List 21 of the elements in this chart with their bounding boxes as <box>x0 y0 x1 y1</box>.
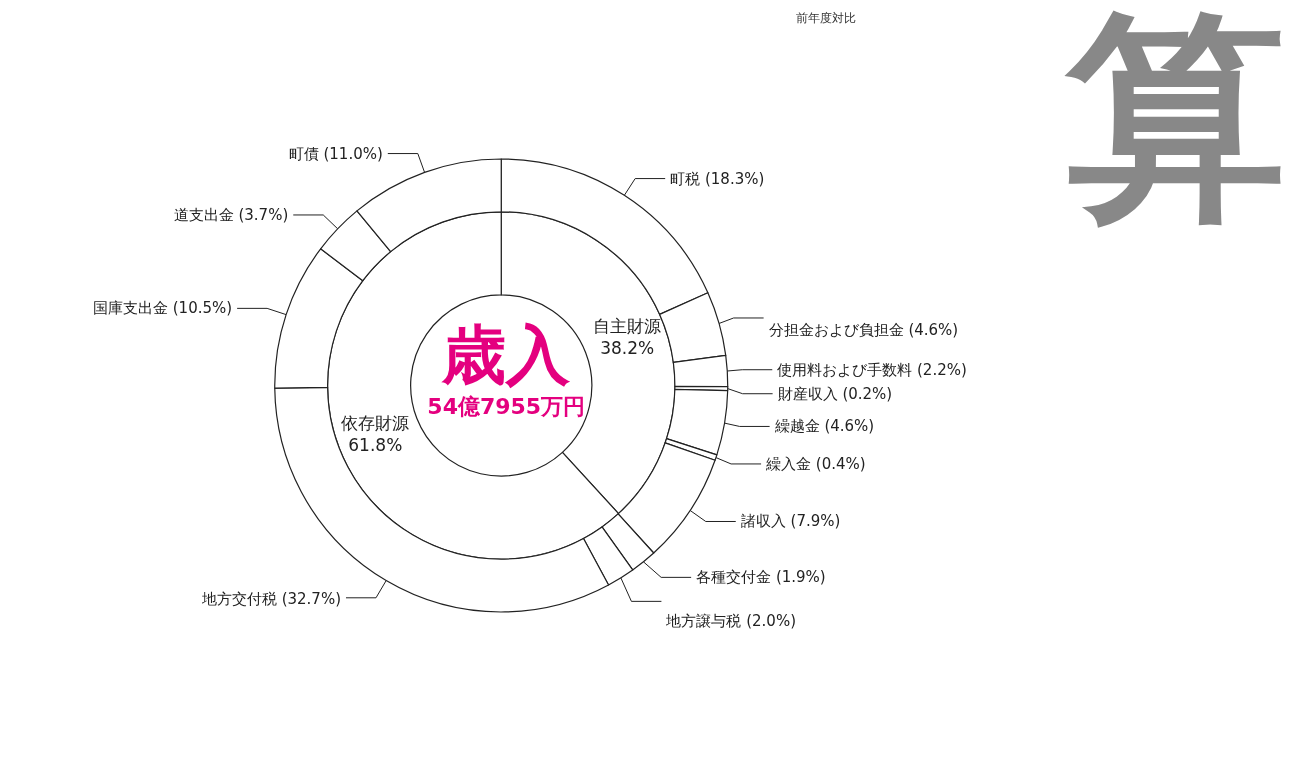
slice-label: 自主財源 <box>593 315 662 336</box>
data-label: 38.2% <box>600 337 655 358</box>
slice-label: 繰入金 (0.4%) <box>765 454 866 473</box>
text: 前年度対比 <box>796 11 856 25</box>
slice-label: 道支出金 (3.7%) <box>173 205 289 224</box>
slice-label: 繰越金 (4.6%) <box>773 417 875 436</box>
slice-label: 国庫支出金 (10.5%) <box>93 299 233 318</box>
text: 算 <box>1064 0 1286 246</box>
slice-label: 地方交付税 (32.7%) <box>200 590 341 609</box>
slice-label: 諸収入 (7.9%) <box>740 512 841 531</box>
slice-label: 地方譲与税 (2.0%) <box>665 612 796 631</box>
text: 54億7955万円 <box>427 394 586 420</box>
slice-label: 町税 (18.3%) <box>670 169 765 188</box>
slice-label: 分担金および負担金 (4.6%) <box>768 321 959 340</box>
slice-label: 町債 (11.0%) <box>288 144 383 163</box>
data-label: 61.8% <box>348 435 403 456</box>
slice-label: 各種交付金 (1.9%) <box>696 568 826 587</box>
slice-label: 使用料および手数料 (2.2%) <box>777 360 967 379</box>
slice-label: 依存財源 <box>341 413 410 434</box>
slice-label: 財産収入 (0.2%) <box>777 384 893 403</box>
text: 歳入 <box>441 317 572 392</box>
